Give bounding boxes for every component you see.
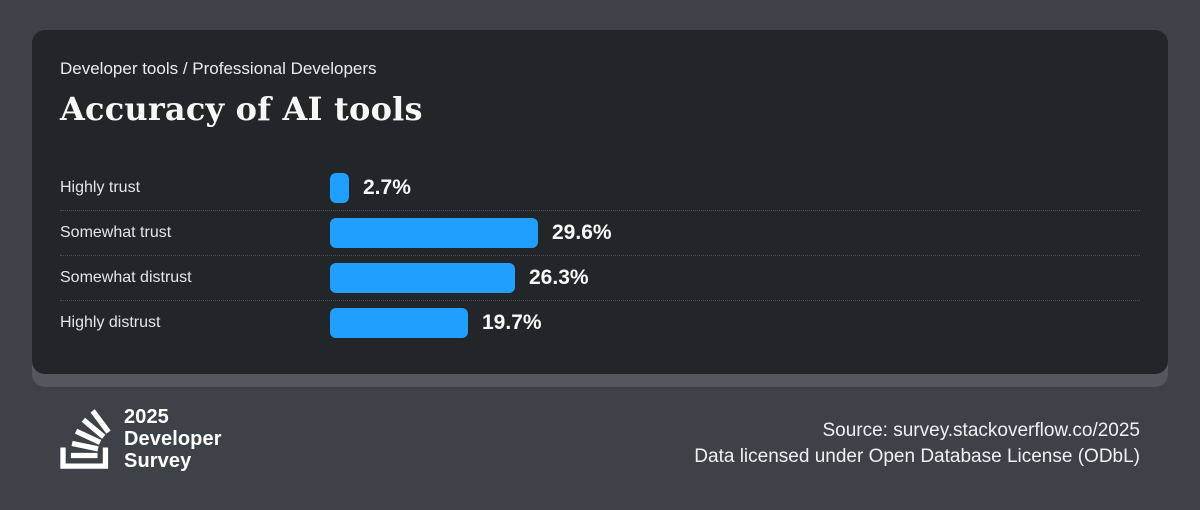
source-line-2: Data licensed under Open Database Licens… (694, 446, 1140, 467)
footer: 2025 Developer Survey Source: survey.sta… (60, 404, 1140, 473)
row-label: Highly trust (60, 178, 141, 196)
card-title: Accuracy of AI tools (60, 90, 423, 128)
source-line-1: Source: survey.stackoverflow.co/2025 (822, 420, 1140, 441)
logo-year: 2025 (124, 406, 169, 428)
logo-line-developer: Developer (124, 428, 222, 450)
bar-track: 19.7% (330, 308, 1140, 338)
chart-card: Developer tools / Professional Developer… (32, 30, 1168, 374)
logo-line-survey: Survey (124, 450, 192, 472)
chart-row: Highly distrust 19.7% (60, 300, 1140, 345)
bar (330, 218, 538, 248)
value-label: 29.6% (552, 221, 612, 244)
logo-text: 2025 Developer Survey (124, 406, 222, 472)
chart-row: Highly trust 2.7% (60, 165, 1140, 210)
bar-track: 2.7% (330, 172, 1140, 203)
bar-track: 29.6% (330, 218, 1140, 248)
bar (330, 172, 349, 203)
bar-chart: Highly trust 2.7% Somewhat trust 29.6% S… (60, 165, 1140, 345)
row-label: Highly distrust (60, 314, 161, 331)
source-attribution: Source: survey.stackoverflow.co/2025 Dat… (694, 404, 1140, 470)
chart-row: Somewhat distrust 26.3% (60, 255, 1140, 300)
card-subtitle: Developer tools / Professional Developer… (60, 59, 377, 78)
value-label: 26.3% (529, 266, 589, 289)
so-logo: 2025 Developer Survey (60, 404, 222, 473)
chart-row: Somewhat trust 29.6% (60, 210, 1140, 255)
value-label: 19.7% (482, 311, 542, 334)
stackoverflow-icon (60, 404, 111, 473)
bar-track: 26.3% (330, 263, 1140, 293)
value-label: 2.7% (363, 175, 411, 199)
row-label: Somewhat distrust (60, 269, 192, 286)
bar (330, 263, 515, 293)
row-label: Somewhat trust (60, 224, 172, 241)
bar (330, 308, 468, 338)
